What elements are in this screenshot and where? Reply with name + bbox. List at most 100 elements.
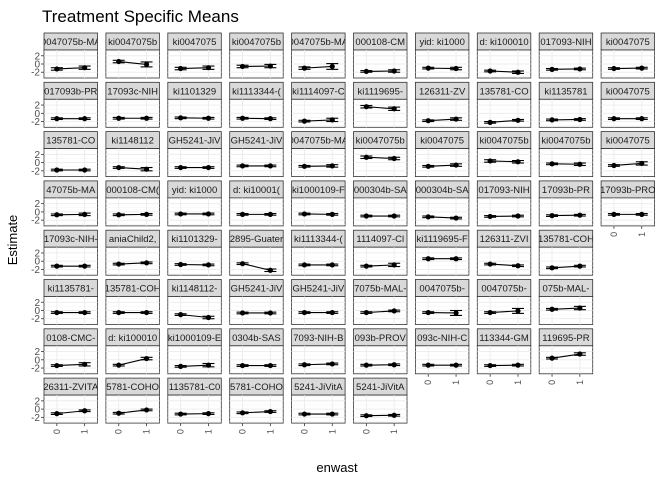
mean-connector xyxy=(118,409,147,414)
facet-strip-label: 135781-CO xyxy=(479,86,528,97)
mean-point xyxy=(391,308,397,314)
y-tick-label: 2 xyxy=(34,396,40,407)
mean-point xyxy=(239,211,246,217)
facet-panel: ki1119695- xyxy=(353,81,408,128)
mean-point xyxy=(301,65,308,71)
mean-point xyxy=(549,306,555,312)
facet-panel: 0047075b-MA xyxy=(291,32,346,79)
mean-connector xyxy=(180,364,209,367)
facet-panel: 000108-CM( xyxy=(105,180,160,227)
y-tick-label: 0 xyxy=(34,60,40,71)
mean-point xyxy=(487,68,493,74)
mean-point xyxy=(487,362,493,369)
facet-panel: ki0047075b xyxy=(105,32,160,79)
facet-strip-label: 47075b-MA xyxy=(46,185,96,196)
mean-point xyxy=(577,66,583,72)
mean-point xyxy=(54,212,60,218)
facet-strip-label: yid: ki1000 xyxy=(172,185,217,196)
mean-point xyxy=(143,407,150,413)
mean-point xyxy=(549,355,555,361)
mean-point xyxy=(116,410,122,416)
mean-connector xyxy=(118,358,147,366)
facet-panel: 0047075b-MA xyxy=(291,131,346,178)
mean-point xyxy=(453,310,459,316)
mean-point xyxy=(205,115,212,121)
facet-strip-label: 5241-JiVitA xyxy=(356,382,405,393)
mean-connector xyxy=(366,310,395,314)
facet-strip-label: 126311-ZVI xyxy=(480,234,529,245)
facet-panel: d: ki100010 xyxy=(476,32,532,79)
y-tick-label: 0 xyxy=(34,355,40,366)
y-tick-label: 0 xyxy=(34,257,40,268)
facet-panel: 135781-CO xyxy=(476,81,532,128)
facet-panel: GH5241-JiV xyxy=(229,131,284,178)
mean-connector xyxy=(490,310,518,314)
mean-point xyxy=(267,163,273,169)
mean-point xyxy=(487,213,493,220)
mean-point xyxy=(425,309,431,316)
mean-point xyxy=(391,106,397,112)
facet-strip-label: ki0047075 xyxy=(606,37,650,48)
mean-point xyxy=(329,309,335,316)
facet-strip-label: d: ki100010 xyxy=(108,333,157,344)
mean-point xyxy=(267,408,273,415)
y-tick-label: -2 xyxy=(31,166,40,177)
facet-panel: 119695-PR 0 1 xyxy=(538,328,594,385)
x-tick-label: 0 xyxy=(485,380,495,385)
facet-strip-label: 093b-PROV xyxy=(355,333,407,344)
facet-strip-label: 17093c-NIH- xyxy=(44,234,98,245)
mean-connector xyxy=(490,160,518,163)
mean-point xyxy=(82,309,88,316)
facet-strip-label: GH5241-JiV xyxy=(231,136,283,147)
facet-strip-label: ki0047075b xyxy=(232,37,281,48)
mean-connector xyxy=(490,263,518,267)
y-tick-label: -2 xyxy=(31,117,40,128)
facet-panel: 2895-Guater xyxy=(229,229,284,276)
facet-strip-label: yid: ki1000 xyxy=(419,37,464,48)
facet-panel: 126311-ZVI xyxy=(476,229,532,276)
facet-strip-label: ki1000109-E xyxy=(168,333,221,344)
facet-strip-label: ki1119695-F xyxy=(416,234,468,245)
mean-point xyxy=(515,213,521,219)
mean-point xyxy=(267,362,273,369)
facet-panel: yid: ki1000 xyxy=(167,180,222,227)
mean-point xyxy=(143,355,150,362)
facet-panel: 47075b-MA 20-2 xyxy=(31,180,98,227)
facet-strip-label: GH5241-JiV xyxy=(292,284,344,295)
y-tick-label: -2 xyxy=(31,68,40,79)
mean-connector xyxy=(304,119,333,122)
mean-point xyxy=(116,164,122,171)
mean-connector xyxy=(428,216,457,219)
x-tick-label: 1 xyxy=(327,429,337,434)
mean-point xyxy=(143,61,150,68)
facet-strip-label: ki0047075 xyxy=(606,136,650,147)
facet-panel: 1135781-C0 0 1 xyxy=(167,377,222,434)
facet-strip-label: aniaChild2, xyxy=(109,234,157,245)
facet-panel: ki0047075 xyxy=(600,32,655,79)
facet-strip-label: ki1148112 xyxy=(111,136,153,147)
x-tick-label: 0 xyxy=(299,429,309,434)
x-tick-label: 1 xyxy=(513,380,523,385)
mean-point xyxy=(639,211,645,217)
y-tick-label: 2 xyxy=(34,298,40,309)
facet-panel: ki1113344-( xyxy=(229,81,284,128)
mean-point xyxy=(639,160,645,167)
facet-panel: 093c-NIH-C 0 1 xyxy=(414,328,470,385)
mean-point xyxy=(425,163,431,169)
facet-panel: ki0047075b xyxy=(538,131,594,178)
mean-point xyxy=(143,309,150,316)
mean-point xyxy=(205,411,212,417)
facet-strip-label: 135781-COH xyxy=(538,234,594,245)
x-tick-label: 0 xyxy=(547,380,557,385)
facet-strip-label: ki0047075 xyxy=(173,37,217,48)
facet-panel: 1114097-Cl xyxy=(353,229,408,276)
mean-point xyxy=(205,362,212,368)
y-tick-label: 0 xyxy=(34,158,40,169)
facet-panel: 135781-COH xyxy=(538,229,594,276)
facet-strip-label: ki0047075b xyxy=(479,136,528,147)
x-tick-label: 1 xyxy=(389,429,399,434)
facet-panel: 7075b-MAL- xyxy=(353,279,408,325)
mean-point xyxy=(549,265,555,271)
facet-panel: ki1000109-F xyxy=(291,180,346,227)
facet-strip-label: 5241-JiVitA xyxy=(294,382,343,393)
